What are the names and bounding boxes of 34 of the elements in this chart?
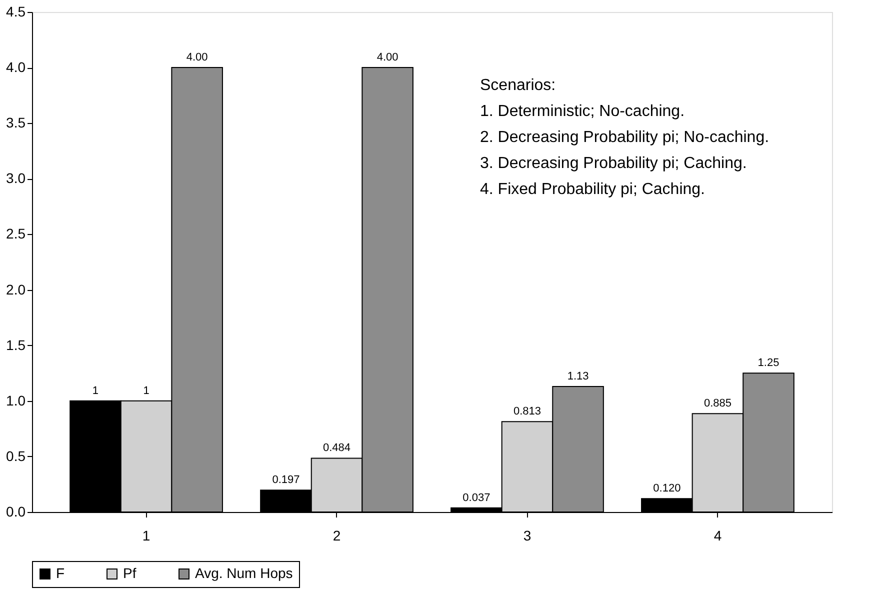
y-tick-label: 1.5 — [6, 336, 26, 353]
annotation: 4. Fixed Probability pi; Caching. — [480, 181, 705, 198]
y-tick-label: 0.0 — [6, 504, 26, 520]
y-tick-label: 2.0 — [6, 281, 26, 298]
data-label: 0.197 — [272, 474, 300, 486]
data-label: 1 — [143, 384, 150, 397]
data-label: 1.25 — [758, 357, 780, 370]
legend-label: Pf — [123, 565, 136, 581]
annotation: 2. Decreasing Probability pi; No-caching. — [480, 129, 770, 146]
x-tick-label: 3 — [523, 528, 532, 544]
data-label: 1 — [92, 384, 99, 397]
y-tick-label: 1.0 — [6, 392, 26, 408]
data-label: 0.037 — [462, 492, 490, 504]
data-label: 1.13 — [567, 370, 589, 382]
y-tick-label: 4.0 — [6, 59, 26, 76]
annotation: Scenarios: — [480, 77, 556, 94]
x-tick-label: 2 — [332, 528, 341, 544]
data-label: 0.885 — [704, 398, 732, 410]
annotation: 1. Deterministic; No-caching. — [480, 103, 685, 120]
x-tick-label: 4 — [714, 528, 722, 544]
y-tick-label: 3.5 — [6, 114, 26, 131]
y-tick-label: 3.0 — [6, 170, 26, 186]
y-tick-label: 4.5 — [6, 4, 26, 20]
y-tick-label: 0.5 — [6, 448, 26, 464]
data-label: 4.00 — [186, 52, 208, 64]
x-tick-label: 1 — [142, 528, 150, 544]
annotation: 3. Decreasing Probability pi; Caching. — [480, 155, 747, 172]
data-label: 0.813 — [513, 406, 542, 418]
y-tick-label: 2.5 — [6, 226, 26, 242]
legend-label: F — [56, 565, 65, 581]
data-label: 4.00 — [376, 52, 398, 64]
data-label: 0.484 — [322, 442, 351, 454]
data-label: 0.120 — [653, 482, 681, 495]
legend-label: Avg. Num Hops — [195, 565, 293, 581]
